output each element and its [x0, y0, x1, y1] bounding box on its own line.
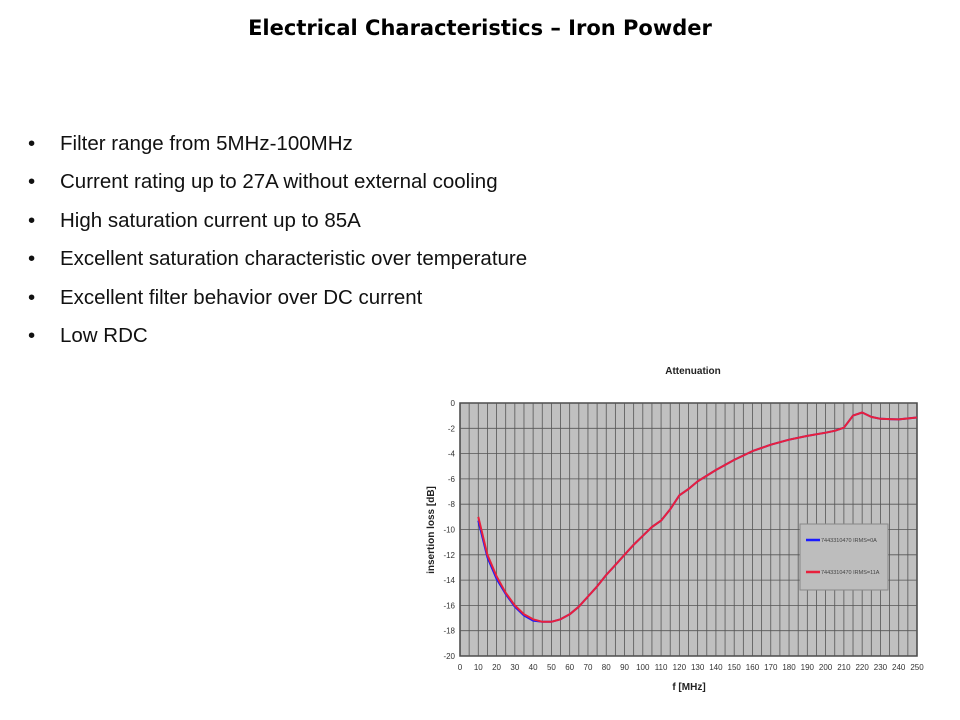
- y-tick-label: -10: [443, 526, 455, 535]
- x-tick-label: 180: [782, 663, 796, 672]
- x-tick-label: 140: [709, 663, 723, 672]
- bullet-icon: •: [28, 208, 36, 232]
- bullet-text: Low RDC: [60, 323, 148, 347]
- bullet-text: Excellent filter behavior over DC curren…: [60, 285, 423, 309]
- x-tick-label: 100: [636, 663, 650, 672]
- x-tick-label: 10: [474, 663, 483, 672]
- x-tick-label: 210: [837, 663, 851, 672]
- x-tick-label: 160: [746, 663, 760, 672]
- plot-area: 0-2-4-6-8-10-12-14-16-18-200 10 20 30 40 50 60…: [443, 399, 924, 672]
- x-tick-label: 150: [728, 663, 742, 672]
- bullet-item: • Excellent filter behavior over DC curre…: [28, 284, 527, 322]
- bullet-icon: •: [28, 323, 36, 347]
- y-tick-label: -14: [443, 576, 455, 585]
- y-tick-label: 0: [451, 399, 456, 408]
- x-tick-label: 40: [529, 663, 538, 672]
- x-tick-label: 230: [874, 663, 888, 672]
- bullet-item: • High saturation current up to 85A: [28, 207, 527, 245]
- y-tick-label: -6: [448, 475, 456, 484]
- x-axis-label: f [MHz]: [672, 682, 705, 693]
- legend-box: [799, 523, 889, 591]
- bullet-text: Filter range from 5MHz-100MHz: [60, 132, 353, 155]
- y-axis-label: insertion loss [dB]: [426, 486, 437, 574]
- x-tick-label: 110: [655, 663, 668, 672]
- x-tick-label: 90: [620, 663, 629, 672]
- bullet-item: • Excellent saturation characteristic ove…: [28, 245, 527, 283]
- x-tick-label: 220: [855, 663, 869, 672]
- x-tick-label: 120: [673, 663, 687, 672]
- bullet-text: Excellent saturation characteristic over…: [60, 247, 528, 271]
- y-tick-label: -18: [443, 627, 455, 636]
- x-tick-label: 190: [801, 663, 815, 672]
- bullet-icon: •: [28, 132, 36, 155]
- chart-title: Attenuation: [665, 366, 721, 377]
- y-tick-label: -16: [443, 601, 455, 610]
- y-tick-label: -8: [448, 500, 456, 509]
- bullet-icon: •: [28, 247, 36, 271]
- x-tick-label: 50: [547, 663, 556, 672]
- x-tick-label: 200: [819, 663, 833, 672]
- bullet-text: Current rating up to 27A without externa…: [60, 170, 498, 194]
- y-tick-label: -4: [448, 450, 456, 459]
- x-tick-label: 0: [458, 663, 463, 672]
- y-tick-label: -12: [443, 551, 455, 560]
- attenuation-chart: Attenuation insertion loss [dB] f [MHz] …: [426, 366, 924, 693]
- bullet-icon: •: [28, 285, 36, 309]
- bullet-text: High saturation current up to 85A: [60, 208, 361, 232]
- slide-title: Electrical Characteristics – Iron Powder: [248, 16, 712, 40]
- x-tick-label: 240: [892, 663, 906, 672]
- x-tick-label: 130: [691, 663, 705, 672]
- x-tick-label: 30: [510, 663, 519, 672]
- legend-label: 7443310470 IRMS=11A: [821, 570, 880, 576]
- bullet-icon: •: [28, 170, 36, 194]
- bullet-item: • Current rating up to 27A without extern…: [28, 168, 527, 206]
- x-tick-label: 20: [492, 663, 501, 672]
- series-line-2: [477, 411, 918, 623]
- legend-label: 7443310470 IRMS=0A: [821, 538, 877, 544]
- y-tick-label: -20: [443, 652, 455, 661]
- bullet-item: • Low RDC: [28, 322, 527, 360]
- x-tick-label: 170: [764, 663, 778, 672]
- y-tick-label: -2: [448, 424, 456, 433]
- x-tick-label: 250: [910, 663, 924, 672]
- x-tick-label: 80: [602, 663, 611, 672]
- bullet-list: • Filter range from 5MHz-100MHz • Current …: [28, 130, 527, 360]
- x-tick-label: 70: [584, 663, 593, 672]
- bullet-item: • Filter range from 5MHz-100MHz: [28, 130, 527, 168]
- x-tick-label: 60: [565, 663, 574, 672]
